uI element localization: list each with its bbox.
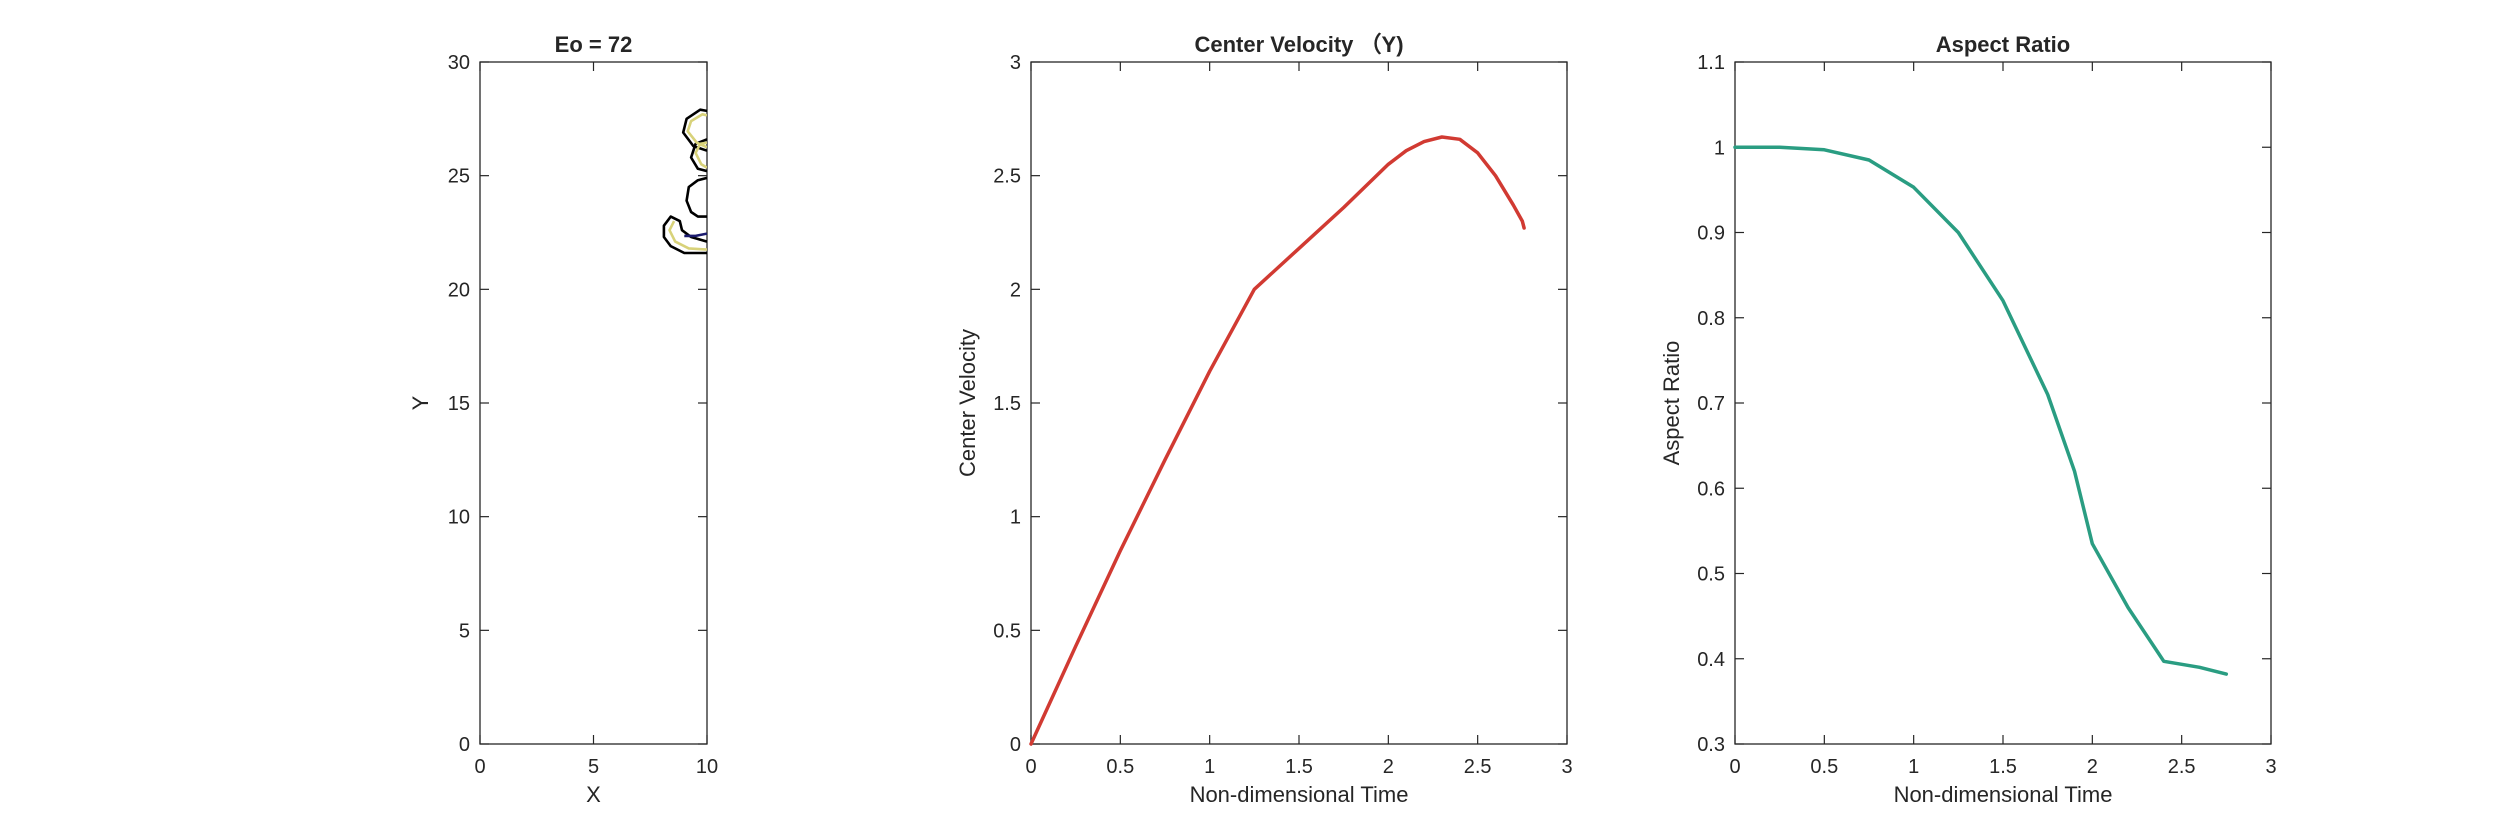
x-axis-label: Non-dimensional Time [1894, 782, 2113, 807]
y-tick-label: 0.7 [1697, 393, 1725, 415]
contour-line [694, 141, 707, 169]
y-tick-label: 0.3 [1697, 734, 1725, 756]
x-tick-label: 0 [1025, 756, 1036, 778]
x-axis-label: Non-dimensional Time [1190, 782, 1409, 807]
x-tick-label: 2.5 [1464, 756, 1492, 778]
y-tick-label: 10 [448, 507, 470, 529]
y-tick-label: 0 [459, 734, 470, 756]
contour-line [685, 176, 707, 218]
chart-title: Center Velocity （Y) [1194, 32, 1403, 57]
chart-title: Aspect Ratio [1936, 32, 2070, 57]
y-tick-label: 25 [448, 166, 470, 188]
x-tick-label: 3 [1561, 756, 1572, 778]
y-tick-label: 20 [448, 279, 470, 301]
y-tick-label: 30 [448, 52, 470, 74]
y-tick-label: 0.8 [1697, 308, 1725, 330]
axes-box [479, 61, 708, 745]
x-tick-label: 2 [1383, 756, 1394, 778]
y-tick-label: 0.5 [993, 620, 1021, 642]
y-tick-label: 1.1 [1697, 52, 1725, 74]
y-tick-label: 0 [1010, 734, 1021, 756]
x-tick-label: 0.5 [1106, 756, 1134, 778]
y-tick-label: 5 [459, 620, 470, 642]
x-axis-label: X [586, 782, 601, 807]
axes-box [1030, 61, 1568, 745]
y-tick-label: 0.9 [1697, 223, 1725, 245]
y-tick-label: 1.5 [993, 393, 1021, 415]
panel-contour: 0 5 10 0 5 10 15 20 25 30 Eo = 72 X Y [408, 32, 718, 807]
y-tick-label: 1 [1714, 137, 1725, 159]
contour-line [662, 215, 707, 255]
contour-line [689, 138, 707, 173]
x-tick-label: 1.5 [1285, 756, 1313, 778]
contour-line [684, 232, 707, 238]
x-tick-label: 0 [1729, 756, 1740, 778]
x-tick-label: 2 [2087, 756, 2098, 778]
x-tick-label: 10 [696, 756, 718, 778]
x-tick-label: 2.5 [2168, 756, 2196, 778]
x-tick-label: 1 [1908, 756, 1919, 778]
y-tick-label: 1 [1010, 507, 1021, 529]
y-tick-label: 0.6 [1697, 478, 1725, 500]
y-axis-label: Y [408, 395, 433, 410]
contour-line [681, 108, 707, 152]
x-tick-label: 3 [2265, 756, 2276, 778]
panel-aspect-ratio: 0 0.5 1 1.5 2 2.5 3 0.3 0.4 0.5 0.6 0.7 0.8 0.9 1 1.1 As… [1659, 32, 2277, 807]
y-axis-label: Aspect Ratio [1659, 341, 1684, 466]
series-line [1029, 135, 1526, 746]
x-tick-label: 0 [474, 756, 485, 778]
series-line [1733, 145, 2229, 676]
y-tick-label: 2 [1010, 279, 1021, 301]
x-tick-label: 1.5 [1989, 756, 2017, 778]
y-tick-label: 3 [1010, 52, 1021, 74]
axes-box [1734, 61, 2272, 745]
contour-line [668, 220, 707, 251]
x-tick-label: 1 [1204, 756, 1215, 778]
contour-line [686, 113, 707, 149]
y-tick-label: 0.4 [1697, 649, 1725, 671]
y-tick-label: 0.5 [1697, 564, 1725, 586]
y-tick-label: 15 [448, 393, 470, 415]
chart-title: Eo = 72 [555, 32, 633, 57]
panel-center-velocity: 0 0.5 1 1.5 2 2.5 3 0 0.5 1 1.5 2 2.5 3 Center Velocit… [955, 32, 1573, 807]
y-tick-label: 2.5 [993, 166, 1021, 188]
y-axis-label: Center Velocity [955, 329, 980, 477]
x-tick-label: 5 [588, 756, 599, 778]
x-tick-label: 0.5 [1810, 756, 1838, 778]
